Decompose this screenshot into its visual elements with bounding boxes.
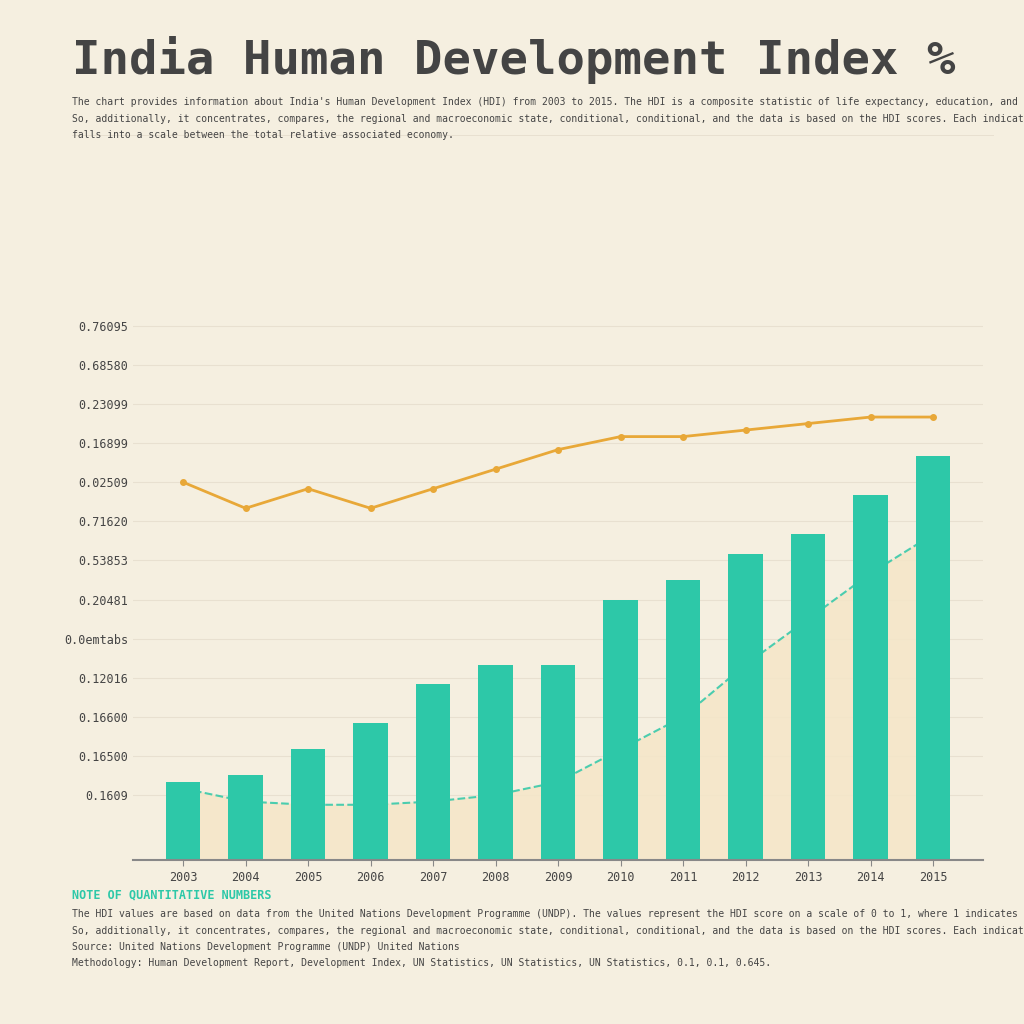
Text: So, additionally, it concentrates, compares, the regional and macroeconomic stat: So, additionally, it concentrates, compa… bbox=[72, 926, 1024, 936]
Bar bbox=[541, 665, 575, 860]
Text: The HDI values are based on data from the United Nations Development Programme (: The HDI values are based on data from th… bbox=[72, 909, 1024, 920]
Text: NOTE OF QUANTITATIVE NUMBERS: NOTE OF QUANTITATIVE NUMBERS bbox=[72, 889, 271, 902]
Bar bbox=[666, 580, 700, 860]
Text: Source: United Nations Development Programme (UNDP) United Nations: Source: United Nations Development Progr… bbox=[72, 942, 460, 952]
Bar bbox=[603, 599, 638, 860]
Bar bbox=[228, 775, 263, 860]
Bar bbox=[791, 535, 825, 860]
Text: So, additionally, it concentrates, compares, the regional and macroeconomic stat: So, additionally, it concentrates, compa… bbox=[72, 114, 1024, 124]
Bar bbox=[166, 782, 201, 860]
Bar bbox=[915, 456, 950, 860]
Text: falls into a scale between the total relative associated economy.: falls into a scale between the total rel… bbox=[72, 130, 454, 140]
Text: The chart provides information about India's Human Development Index (HDI) from : The chart provides information about Ind… bbox=[72, 97, 1024, 108]
Bar bbox=[353, 723, 388, 860]
Text: Methodology: Human Development Report, Development Index, UN Statistics, UN Stat: Methodology: Human Development Report, D… bbox=[72, 958, 771, 969]
Bar bbox=[853, 496, 888, 860]
Bar bbox=[478, 665, 513, 860]
Bar bbox=[291, 750, 326, 860]
Text: India Human Development Index %: India Human Development Index % bbox=[72, 36, 955, 84]
Bar bbox=[728, 554, 763, 860]
Bar bbox=[416, 684, 451, 860]
